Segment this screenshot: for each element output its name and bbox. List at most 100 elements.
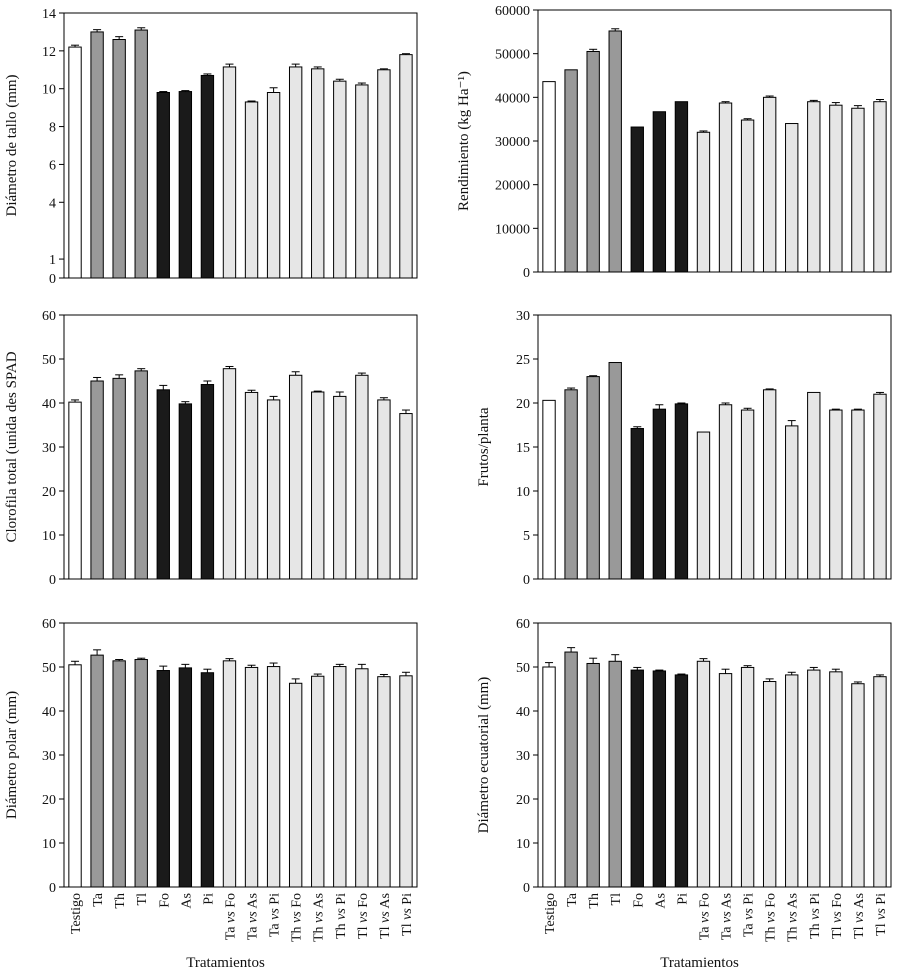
bar-13	[333, 666, 347, 888]
bar-15	[851, 107, 865, 273]
bar-10	[740, 409, 755, 580]
bar-10	[266, 666, 281, 888]
bar-14	[829, 104, 843, 273]
y-tick-label: 60	[516, 617, 530, 632]
category-label: Th vs Fo	[764, 893, 779, 942]
bar-1	[68, 664, 82, 888]
bar-4	[608, 660, 622, 888]
category-label: Pi	[675, 893, 690, 905]
y-tick-label: 14	[42, 7, 56, 22]
category-label: Th vs Pi	[808, 893, 823, 939]
y-tick-label: 4	[49, 196, 56, 211]
bar-6	[178, 403, 193, 580]
category-label: Fo	[631, 893, 646, 908]
bar-3	[112, 377, 126, 580]
category-label: As	[179, 893, 194, 909]
bar-14	[829, 409, 843, 580]
bar-16	[399, 413, 413, 580]
bar-15	[377, 676, 391, 888]
y-tick-label: 8	[49, 121, 56, 136]
bar-2	[90, 31, 104, 279]
y-tick-label: 50000	[495, 48, 530, 63]
category-label: Th vs Pi	[334, 893, 349, 939]
category-label: Tl vs Pi	[400, 893, 415, 936]
bar-2	[564, 651, 578, 888]
bar-16	[873, 101, 887, 273]
y-tick-label: 40000	[495, 91, 530, 106]
y-tick-label: 5	[523, 529, 530, 544]
chart-panel-4: 0 5 10 15 20 25 30 Frutos/planta	[476, 309, 892, 588]
y-tick-label: 20	[516, 793, 530, 808]
bar-6	[652, 670, 667, 888]
bar-14	[355, 374, 369, 580]
y-tick-label: 50	[42, 661, 56, 676]
category-label: Ta vs Pi	[742, 893, 757, 937]
bar-16	[399, 675, 413, 888]
y-axis-title: Diámetro de tallo (mm)	[4, 74, 20, 216]
bar-10	[740, 666, 755, 888]
y-tick-label: 0	[523, 881, 530, 896]
bar-11	[762, 96, 777, 273]
bar-12	[311, 391, 325, 580]
bar-12	[785, 674, 799, 888]
category-label: Fo	[157, 893, 172, 908]
y-axis-title: Frutos/planta	[476, 407, 492, 487]
bar-9	[718, 404, 733, 580]
bar-6	[652, 408, 667, 580]
bar-16	[399, 54, 413, 279]
bar-4	[134, 29, 148, 279]
bar-16	[873, 393, 887, 580]
category-label: As	[653, 893, 668, 909]
y-tick-label: 0	[523, 266, 530, 281]
category-label: Ta	[565, 892, 580, 907]
y-tick-label: 10	[42, 837, 56, 852]
bar-9	[244, 101, 259, 279]
x-axis-title: Tratamientos	[660, 955, 739, 971]
bar-15	[377, 69, 391, 279]
bar-1	[68, 46, 82, 279]
category-label: Tl vs Fo	[830, 893, 845, 939]
y-tick-label: 30	[42, 749, 56, 764]
bar-7	[200, 384, 215, 580]
bar-3	[586, 50, 600, 273]
y-tick-label: 6	[49, 158, 56, 173]
bar-2	[564, 69, 578, 273]
bar-5	[156, 92, 170, 279]
y-tick-label: 10	[42, 83, 56, 98]
category-label: Ta vs As	[246, 893, 261, 940]
bar-15	[851, 409, 865, 580]
bar-11	[288, 66, 303, 279]
bar-15	[377, 399, 391, 580]
bar-8	[222, 66, 237, 279]
bar-4	[134, 659, 148, 888]
bar-3	[112, 39, 126, 279]
y-tick-label: 50	[42, 353, 56, 368]
y-tick-label: 30	[516, 749, 530, 764]
y-tick-label: 60000	[495, 4, 530, 19]
bar-15	[851, 683, 865, 888]
bar-3	[586, 376, 600, 580]
bar-7	[674, 403, 689, 580]
bar-2	[90, 380, 104, 580]
y-tick-label: 15	[516, 441, 530, 456]
y-tick-label: 60	[42, 309, 56, 324]
y-tick-label: 60	[42, 617, 56, 632]
y-tick-label: 25	[516, 353, 530, 368]
y-tick-label: 30000	[495, 135, 530, 150]
bar-12	[311, 675, 325, 888]
bar-3	[112, 660, 126, 888]
category-label: Th	[113, 893, 128, 909]
y-tick-label: 30	[42, 441, 56, 456]
category-label: Tl	[609, 893, 624, 906]
bar-4	[134, 370, 148, 580]
category-label: Th vs As	[312, 893, 327, 942]
bar-13	[333, 80, 347, 279]
y-axis-title: Rendimiento (kg Ha⁻¹)	[456, 71, 472, 211]
category-label: Tl vs Pi	[874, 893, 889, 936]
category-label: Tl vs As	[378, 893, 393, 939]
bar-6	[178, 667, 193, 888]
bar-9	[718, 102, 733, 273]
bar-11	[288, 374, 303, 580]
bar-3	[586, 662, 600, 888]
chart-panel-5: 0 10 20 30 40 50 60 Diámetro polar (mm) Testigo T…	[4, 617, 418, 971]
